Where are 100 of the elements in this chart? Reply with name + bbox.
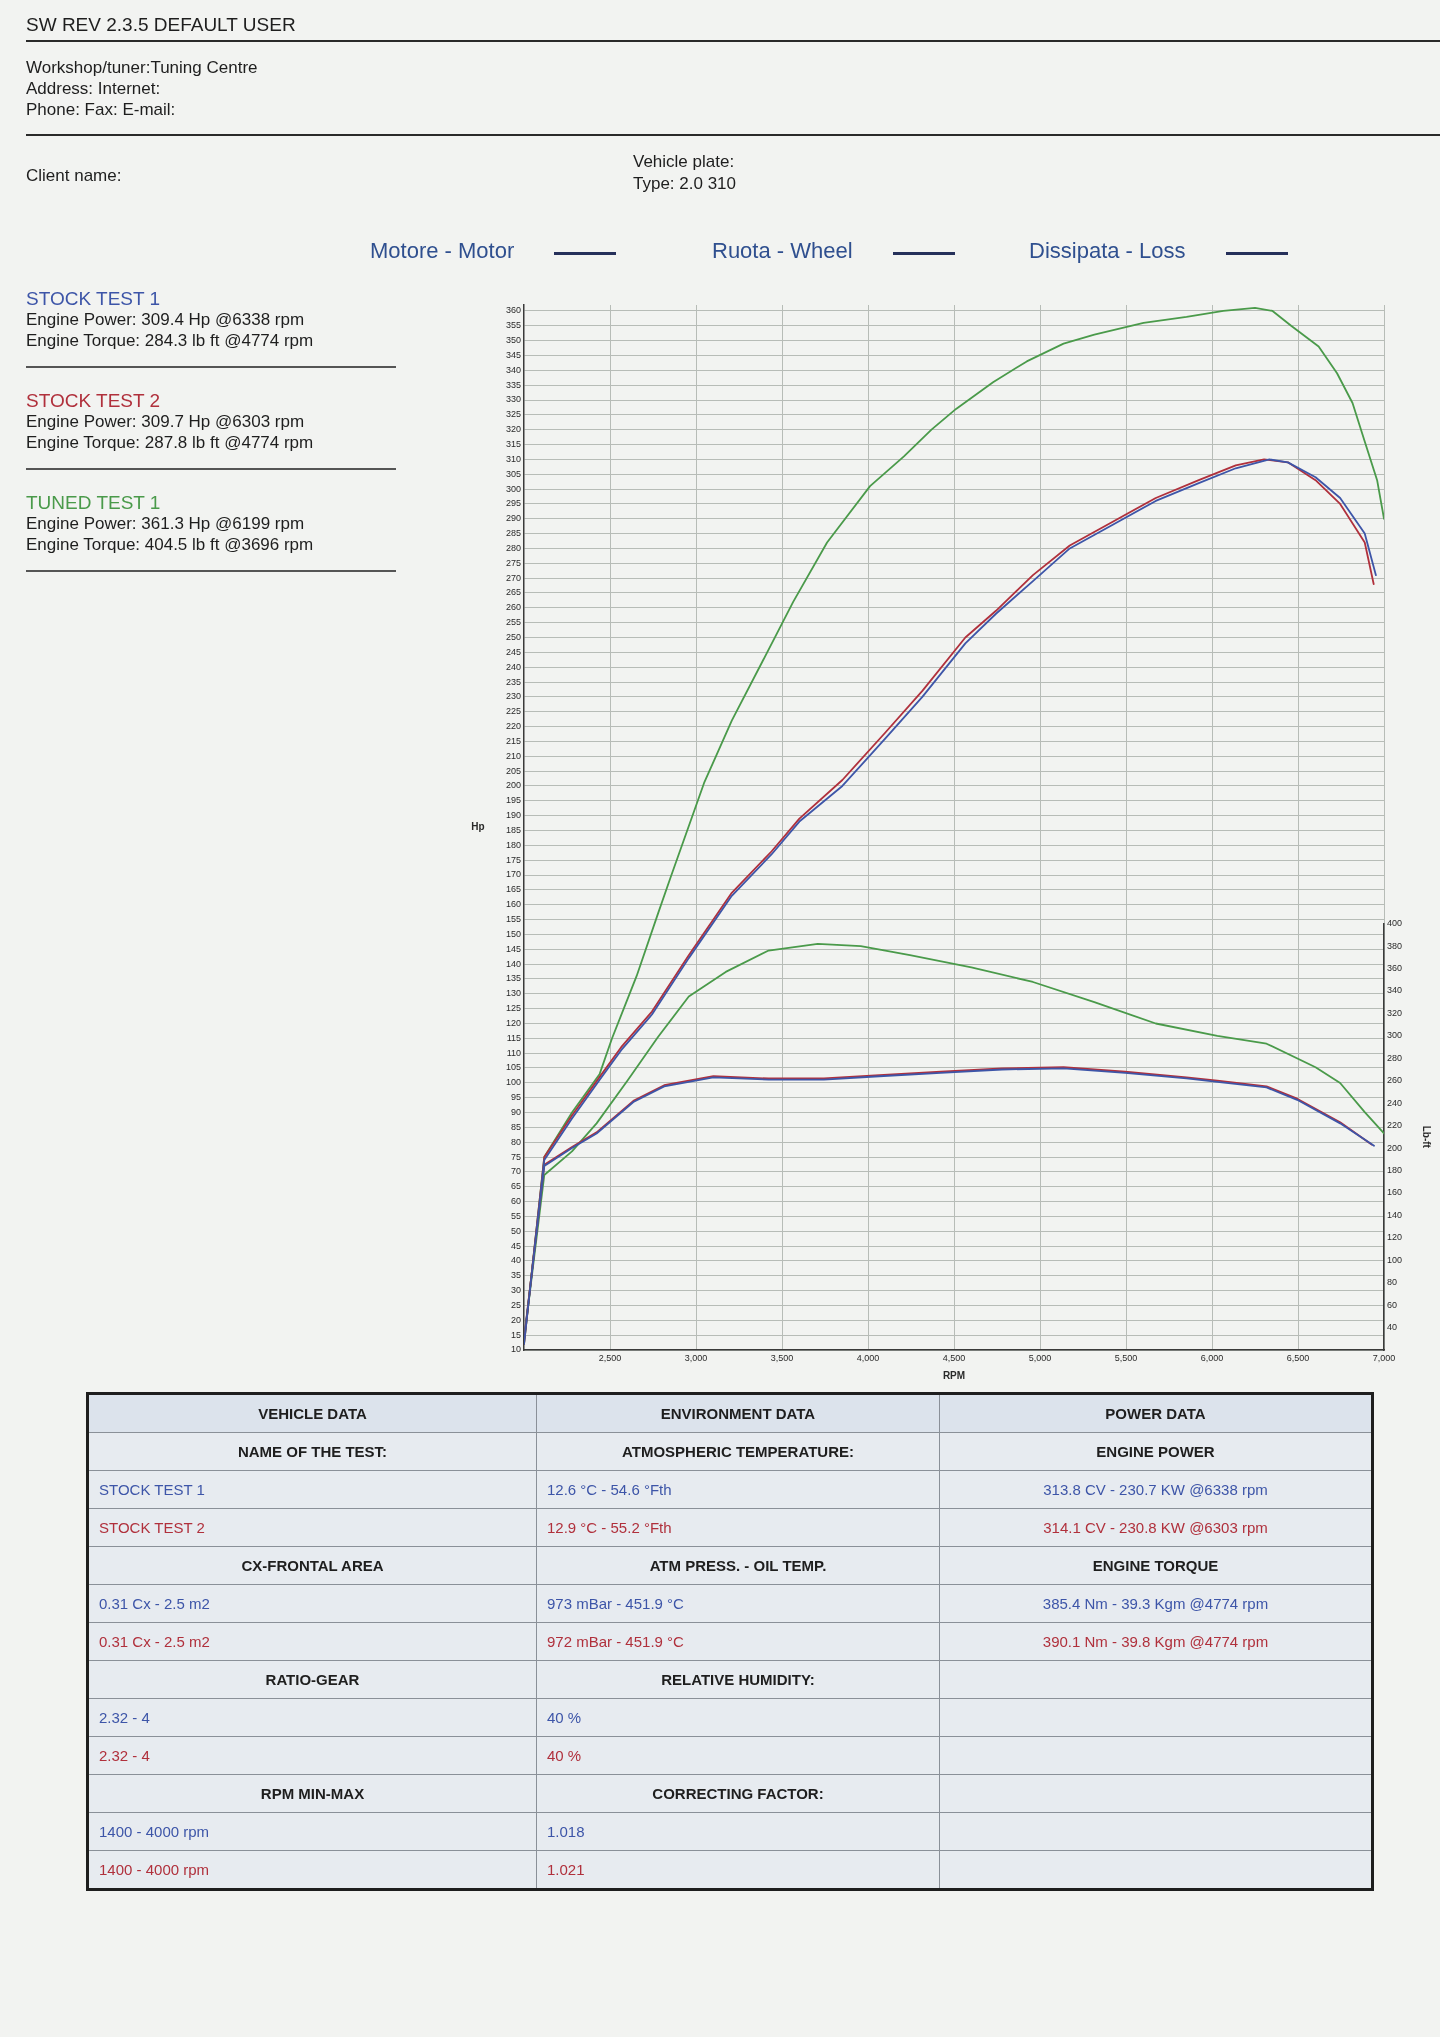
text: ENGINE POWER [1096, 1443, 1215, 1460]
y2-tick-label: 60 [1387, 1299, 1398, 1310]
y-tick-label: 335 [505, 379, 521, 390]
y-tick-label: 245 [505, 646, 521, 657]
y-tick-label: 340 [505, 364, 521, 375]
y-tick-label: 330 [505, 394, 521, 405]
text: 1.018 [547, 1823, 585, 1840]
text: Address: Internet: [26, 79, 161, 99]
y-tick-label: 115 [506, 1032, 521, 1043]
y2-tick-label: 280 [1387, 1052, 1403, 1063]
y-tick-label: 105 [505, 1062, 521, 1073]
text: RATIO-GEAR [265, 1671, 360, 1688]
y-tick-label: 85 [510, 1121, 521, 1132]
y2-tick-label: 100 [1387, 1254, 1403, 1265]
y-tick-label: 320 [505, 424, 521, 435]
y-tick-label: 150 [505, 928, 521, 939]
y-tick-label: 120 [505, 1017, 521, 1028]
y-tick-label: 285 [505, 528, 521, 539]
text: Engine Power: 309.4 Hp @6338 rpm [26, 310, 305, 330]
y2-tick-label: 140 [1387, 1209, 1403, 1220]
y-tick-label: 235 [505, 676, 521, 687]
text: Workshop/tuner:Tuning Centre [26, 58, 258, 78]
text: NAME OF THE TEST: [237, 1443, 388, 1460]
text: STOCK TEST 2 [26, 390, 161, 412]
y-tick-label: 145 [505, 943, 521, 954]
text: CORRECTING FACTOR: [652, 1785, 824, 1802]
text: 1400 - 4000 rpm [99, 1861, 210, 1878]
y-tick-label: 210 [505, 750, 521, 761]
y2-tick-label: 160 [1387, 1187, 1403, 1198]
x-tick-label: 4,500 [942, 1352, 966, 1363]
text: 313.8 CV - 230.7 KW @6338 rpm [1043, 1481, 1268, 1498]
y-tick-label: 15 [510, 1329, 521, 1340]
y-tick-label: 75 [510, 1151, 521, 1162]
text: Phone: Fax: E-mail: [26, 100, 176, 120]
x-tick-label: 6,000 [1200, 1352, 1224, 1363]
y-tick-label: 230 [505, 691, 521, 702]
x-tick-label: 6,500 [1286, 1352, 1310, 1363]
y-tick-label: 310 [505, 453, 521, 464]
text: 1400 - 4000 rpm [99, 1823, 210, 1840]
text: Ruota - Wheel [712, 238, 853, 264]
x-axis-title: RPM [942, 1369, 966, 1381]
x-tick-label: 3,500 [770, 1352, 794, 1363]
y-tick-label: 95 [510, 1092, 521, 1103]
y-tick-label: 200 [505, 780, 521, 791]
text: 972 mBar - 451.9 °C [547, 1633, 684, 1650]
y-tick-label: 215 [505, 735, 521, 746]
y-tick-label: 10 [510, 1344, 521, 1355]
y-tick-label: 300 [505, 483, 521, 494]
y-tick-label: 295 [505, 498, 521, 509]
text: RPM MIN-MAX [260, 1785, 365, 1802]
text: STOCK TEST 2 [99, 1519, 205, 1536]
text: Engine Power: 309.7 Hp @6303 rpm [26, 412, 305, 432]
text: POWER DATA [1105, 1405, 1206, 1422]
x-tick-label: 4,000 [856, 1352, 880, 1363]
y-tick-label: 270 [505, 572, 521, 583]
y2-tick-label: 340 [1387, 985, 1403, 996]
text: ATMOSPHERIC TEMPERATURE: [622, 1443, 854, 1460]
y-tick-label: 60 [510, 1196, 521, 1207]
y-tick-label: 165 [505, 884, 521, 895]
y-tick-label: 280 [505, 542, 521, 553]
y-tick-label: 110 [506, 1047, 521, 1058]
y2-tick-label: 180 [1387, 1164, 1403, 1175]
text: TUNED TEST 1 [26, 492, 161, 514]
y-tick-label: 30 [510, 1285, 521, 1296]
y-tick-label: 220 [505, 721, 521, 732]
y-tick-label: 25 [510, 1299, 521, 1310]
y-tick-label: 100 [505, 1077, 521, 1088]
y2-tick-label: 80 [1387, 1277, 1398, 1288]
text: VEHICLE DATA [258, 1405, 367, 1422]
text: 2.32 - 4 [99, 1709, 150, 1726]
x-tick-label: 5,000 [1028, 1352, 1052, 1363]
text: 12.6 °C - 54.6 °Fth [547, 1481, 672, 1498]
y2-tick-label: 200 [1387, 1142, 1403, 1153]
y2-tick-label: 240 [1387, 1097, 1403, 1108]
y-tick-label: 250 [505, 631, 521, 642]
text: ENVIRONMENT DATA [660, 1405, 816, 1422]
y-tick-label: 275 [505, 557, 521, 568]
y-tick-label: 265 [505, 587, 521, 598]
text: 390.1 Nm - 39.8 Kgm @4774 rpm [1042, 1633, 1269, 1650]
y-tick-label: 20 [510, 1314, 521, 1325]
text: Engine Torque: 284.3 lb ft @4774 rpm [26, 331, 314, 351]
y-tick-label: 125 [505, 1003, 521, 1014]
x-tick-label: 3,000 [684, 1352, 708, 1363]
x-tick-label: 5,500 [1114, 1352, 1138, 1363]
text: Motore - Motor [370, 238, 515, 264]
text: 973 mBar - 451.9 °C [547, 1595, 684, 1612]
y-tick-label: 190 [505, 810, 521, 821]
y-tick-label: 135 [505, 973, 521, 984]
y2-tick-label: 380 [1387, 940, 1403, 951]
text: 12.9 °C - 55.2 °Fth [547, 1519, 672, 1536]
y2-tick-label: 220 [1387, 1120, 1403, 1131]
y-tick-label: 50 [510, 1225, 521, 1236]
y-tick-label: 205 [505, 765, 521, 776]
y-tick-label: 175 [505, 854, 521, 865]
y-tick-label: 155 [505, 914, 521, 925]
y2-tick-label: 40 [1387, 1322, 1398, 1333]
y-tick-label: 160 [505, 899, 521, 910]
y-tick-label: 40 [510, 1255, 521, 1266]
y2-tick-label: 260 [1387, 1075, 1403, 1086]
y-tick-label: 355 [505, 320, 521, 331]
